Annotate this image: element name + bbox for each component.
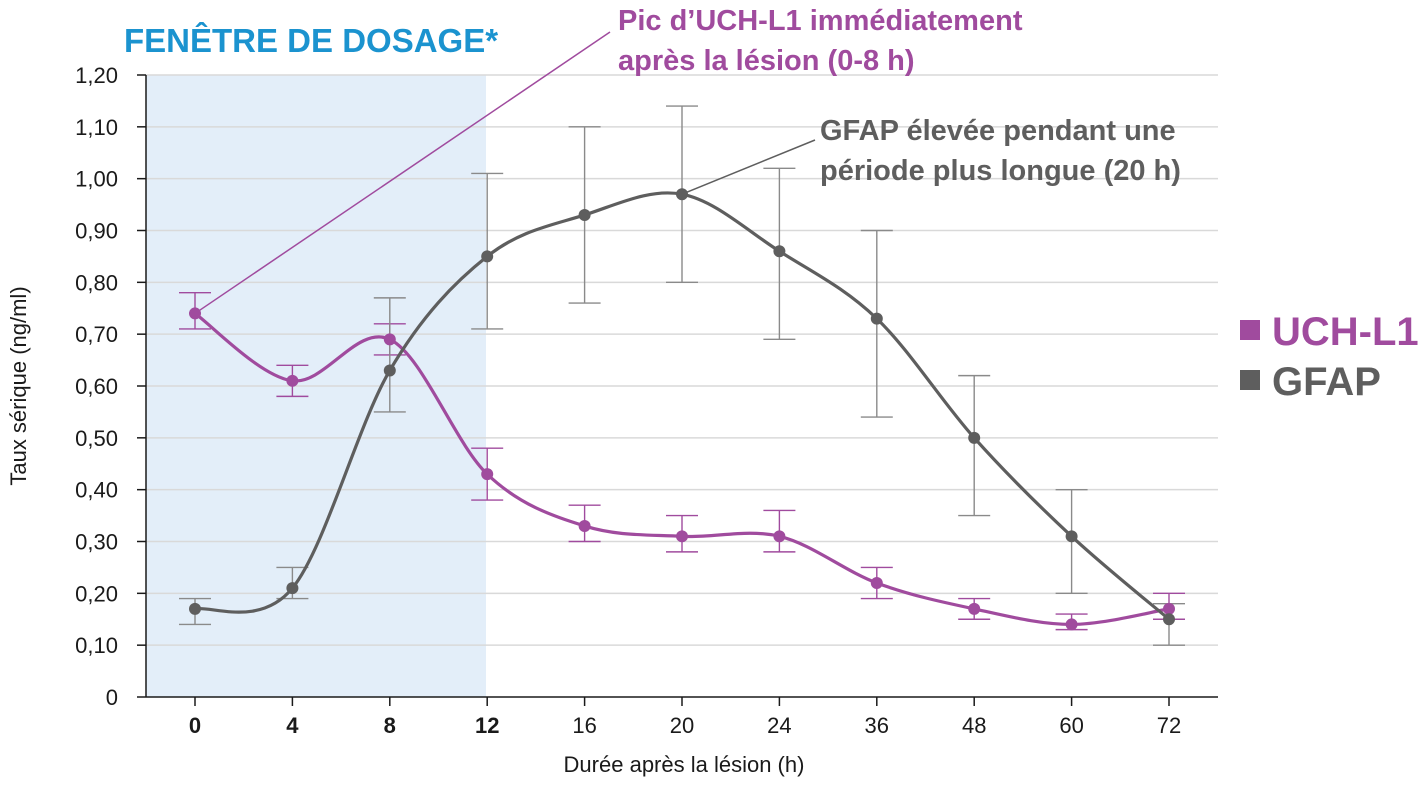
series-line-uchl1 — [194, 312, 1170, 627]
data-point-uchl1 — [773, 530, 786, 543]
annotation-gfap-line-1: GFAP élevée pendant une — [820, 115, 1176, 147]
legend-swatch-uchl1 — [1240, 320, 1260, 340]
data-point-gfap — [383, 364, 396, 377]
data-point-uchl1 — [968, 602, 981, 615]
y-axis-title: Taux sérique (ng/ml) — [6, 286, 31, 485]
dosage-window-title: FENÊTRE DE DOSAGE* — [124, 22, 498, 59]
annotation-gfap: GFAP élevée pendant une période plus lon… — [820, 115, 1181, 187]
data-point-gfap — [286, 582, 299, 595]
y-tick-label: 0,30 — [75, 530, 118, 555]
x-tick-label: 60 — [1059, 713, 1083, 738]
legend-label-uchl1: UCH-L1 — [1272, 310, 1419, 354]
y-tick-labels: 0 0,10 0,20 0,30 0,40 0,50 0,60 0,70 0,80 0,90 1,0… — [75, 63, 118, 710]
data-point-gfap — [578, 208, 591, 221]
x-tick-label: 24 — [767, 713, 791, 738]
data-point-gfap — [870, 312, 883, 325]
y-tick-label: 0,70 — [75, 322, 118, 347]
y-tick-label: 0,40 — [75, 478, 118, 503]
x-tick-label: 4 — [286, 713, 299, 738]
annotation-leaders — [194, 31, 816, 315]
y-tick-label: 0,10 — [75, 633, 118, 658]
x-tick-label: 48 — [962, 713, 986, 738]
x-tick-label: 36 — [865, 713, 889, 738]
y-tick-label: 0,50 — [75, 426, 118, 451]
annotation-uchl1-line-2: après la lésion (0-8 h) — [618, 45, 915, 77]
data-point-gfap — [773, 245, 786, 258]
y-tick-label: 1,10 — [75, 115, 118, 140]
y-tick-label: 0,60 — [75, 374, 118, 399]
data-point-uchl1 — [481, 468, 494, 481]
series-lines — [194, 191, 1171, 627]
y-tick-label: 0,80 — [75, 270, 118, 295]
x-tick-label: 0 — [189, 713, 201, 738]
x-axis-title: Durée après la lésion (h) — [564, 752, 805, 777]
data-point-uchl1 — [676, 530, 688, 543]
x-tick-label: 72 — [1157, 713, 1181, 738]
legend-swatch-gfap — [1240, 370, 1260, 390]
x-tick-label: 20 — [670, 713, 694, 738]
data-point-gfap — [676, 188, 688, 201]
data-points — [189, 188, 1175, 631]
annotation-leader-gfap — [681, 139, 816, 195]
data-point-uchl1 — [870, 576, 883, 589]
y-tick-label: 0 — [106, 685, 118, 710]
data-point-uchl1 — [383, 333, 396, 346]
x-tick-label: 12 — [475, 713, 499, 738]
data-point-uchl1 — [1065, 618, 1078, 631]
annotation-gfap-line-2: période plus longue (20 h) — [820, 155, 1181, 187]
legend-label-gfap: GFAP — [1272, 360, 1381, 404]
data-point-gfap — [189, 602, 201, 615]
data-point-gfap — [968, 431, 981, 444]
y-tick-label: 0,20 — [75, 581, 118, 606]
annotation-uchl1: Pic d’UCH-L1 immédiatement après la lési… — [618, 5, 1023, 77]
annotation-uchl1-line-1: Pic d’UCH-L1 immédiatement — [618, 5, 1023, 37]
data-point-uchl1 — [189, 307, 201, 320]
y-tick-label: 1,20 — [75, 63, 118, 88]
y-tick-label: 0,90 — [75, 219, 118, 244]
y-tick-label: 1,00 — [75, 167, 118, 192]
data-point-uchl1 — [578, 519, 591, 532]
data-point-uchl1 — [286, 374, 299, 387]
x-tick-label: 8 — [384, 713, 396, 738]
data-point-uchl1 — [1163, 602, 1175, 615]
annotation-leader-uchl1 — [194, 31, 611, 315]
axes — [137, 74, 1218, 706]
data-point-gfap — [481, 250, 494, 263]
x-tick-label: 16 — [572, 713, 596, 738]
data-point-gfap — [1163, 613, 1175, 626]
series-line-gfap — [194, 191, 1171, 621]
x-tick-labels: 0 4 8 12 16 20 24 36 48 60 72 — [189, 713, 1181, 738]
data-point-gfap — [1065, 530, 1078, 543]
legend: UCH-L1 GFAP — [1240, 310, 1419, 404]
